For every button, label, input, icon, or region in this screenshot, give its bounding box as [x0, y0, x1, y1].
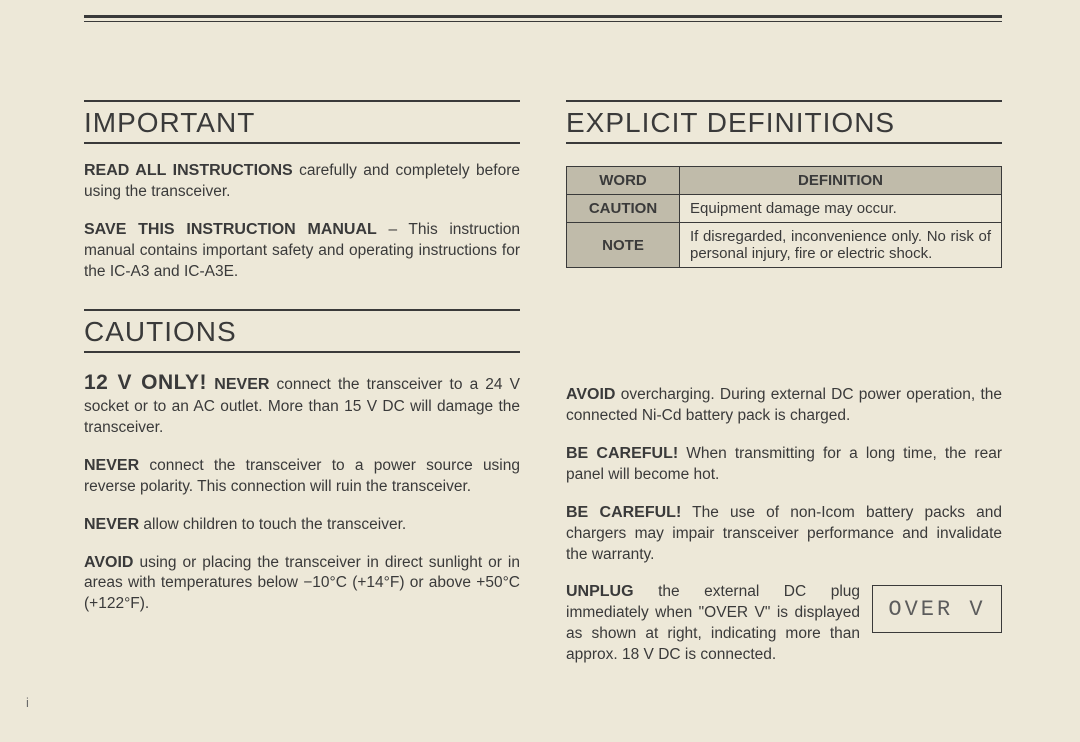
spacer: [566, 268, 1002, 384]
important-p1: READ ALL INSTRUCTIONS carefully and comp…: [84, 160, 520, 203]
caution-r1-lead: AVOID: [566, 386, 615, 403]
unplug-lead: UNPLUG: [566, 583, 634, 600]
cell-def-0: Equipment damage may occur.: [680, 195, 1002, 223]
explicit-heading: EXPLICIT DEFINITIONS: [566, 100, 1002, 144]
caution-r3: BE CAREFUL! The use of non-Icom battery …: [566, 502, 1002, 566]
caution-l1-big: 12 V ONLY!: [84, 371, 207, 394]
cautions-heading: CAUTIONS: [84, 309, 520, 353]
caution-l3-rest: allow children to touch the transceiver.: [139, 516, 406, 533]
table-row: NOTE If disregarded, inconvenience only.…: [567, 223, 1002, 268]
caution-r2-lead: BE CAREFUL!: [566, 445, 678, 462]
page-number: i: [26, 695, 29, 710]
cell-word-0: CAUTION: [567, 195, 680, 223]
caution-l4: AVOID using or placing the transceiver i…: [84, 552, 520, 616]
important-p2-lead: SAVE THIS INSTRUCTION MANUAL: [84, 221, 377, 238]
definitions-table: WORD DEFINITION CAUTION Equipment damage…: [566, 166, 1002, 268]
cell-def-1: If disregarded, inconvenience only. No r…: [680, 223, 1002, 268]
upper-columns: IMPORTANT READ ALL INSTRUCTIONS carefull…: [84, 0, 1002, 666]
header-def: DEFINITION: [680, 167, 1002, 195]
manual-page: IMPORTANT READ ALL INSTRUCTIONS carefull…: [0, 0, 1080, 742]
caution-l2-lead: NEVER: [84, 457, 139, 474]
cell-word-1: NOTE: [567, 223, 680, 268]
important-p2: SAVE THIS INSTRUCTION MANUAL – This inst…: [84, 219, 520, 283]
left-column: IMPORTANT READ ALL INSTRUCTIONS carefull…: [84, 100, 520, 666]
table-row: CAUTION Equipment damage may occur.: [567, 195, 1002, 223]
top-rule: [84, 15, 1002, 22]
caution-l2-rest: connect the transceiver to a power sourc…: [84, 457, 520, 495]
caution-l1: 12 V ONLY! NEVER connect the transceiver…: [84, 369, 520, 439]
caution-l1-lead: NEVER: [207, 376, 269, 393]
caution-r1: AVOID overcharging. During external DC p…: [566, 384, 1002, 427]
caution-l3: NEVER allow children to touch the transc…: [84, 514, 520, 536]
important-p1-lead: READ ALL INSTRUCTIONS: [84, 162, 293, 179]
unplug-text: UNPLUG the external DC plug immediately …: [566, 581, 860, 666]
header-word: WORD: [567, 167, 680, 195]
caution-l2: NEVER connect the transceiver to a power…: [84, 455, 520, 498]
caution-r3-lead: BE CAREFUL!: [566, 504, 681, 521]
lcd-display: OVER V: [872, 585, 1002, 633]
caution-l4-lead: AVOID: [84, 554, 133, 571]
caution-r1-rest: overcharging. During external DC power o…: [566, 386, 1002, 424]
caution-r2: BE CAREFUL! When transmitting for a long…: [566, 443, 1002, 486]
important-heading: IMPORTANT: [84, 100, 520, 144]
caution-l4-rest: using or placing the transceiver in dire…: [84, 554, 520, 613]
table-header-row: WORD DEFINITION: [567, 167, 1002, 195]
unplug-block: UNPLUG the external DC plug immediately …: [566, 581, 1002, 666]
right-column: EXPLICIT DEFINITIONS WORD DEFINITION CAU…: [566, 100, 1002, 666]
caution-l3-lead: NEVER: [84, 516, 139, 533]
